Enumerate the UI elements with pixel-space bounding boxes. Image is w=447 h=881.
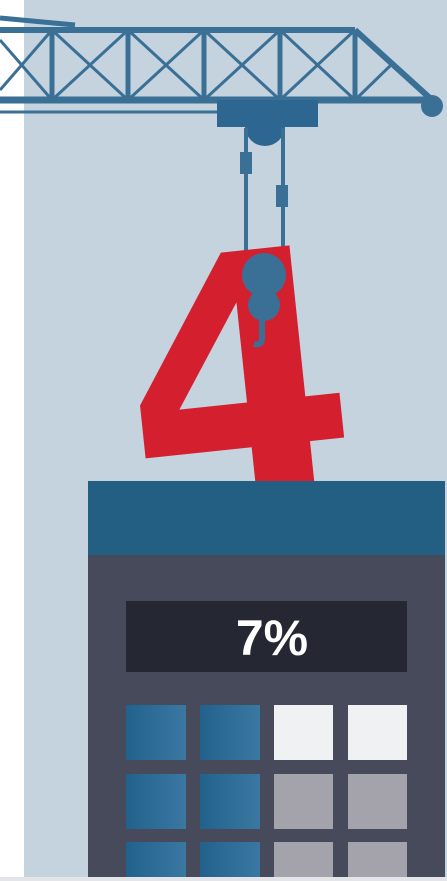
calculator-top <box>88 481 445 555</box>
button <box>126 842 186 881</box>
jib-tip <box>421 95 443 117</box>
display-text: 7% <box>236 610 308 666</box>
button <box>274 842 333 881</box>
button <box>274 705 333 760</box>
buttons <box>126 705 407 881</box>
button <box>200 705 260 760</box>
left-strip <box>0 0 24 881</box>
hook-block <box>248 289 280 321</box>
cable-clamp <box>276 185 288 207</box>
calculator-display <box>126 601 407 672</box>
button <box>200 842 260 881</box>
bottom-edge <box>0 877 447 881</box>
pulley <box>245 106 285 146</box>
button <box>126 705 186 760</box>
button <box>200 774 260 829</box>
button <box>348 705 407 760</box>
button <box>348 842 407 881</box>
hook <box>253 318 265 348</box>
button <box>274 774 333 829</box>
button <box>126 774 186 829</box>
crane-jib <box>0 15 435 114</box>
button <box>348 774 407 829</box>
hook-block <box>242 253 286 297</box>
cable-clamp <box>240 152 252 174</box>
